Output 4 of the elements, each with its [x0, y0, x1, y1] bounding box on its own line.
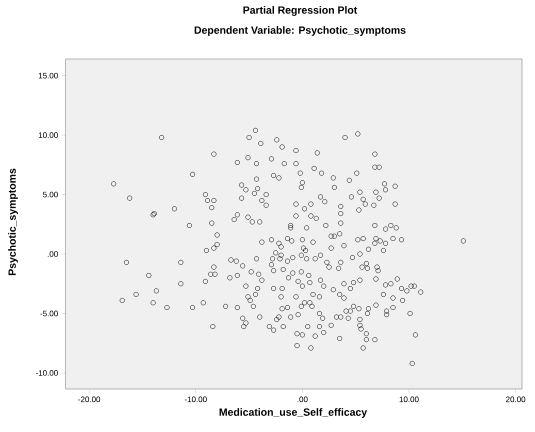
chart-title: Partial Regression Plot	[243, 6, 358, 16]
chart-subtitle: Dependent Variable: Psychotic_symptoms	[194, 26, 406, 36]
y-axis-title: Psychotic_symptoms	[8, 168, 18, 276]
x-axis-title: Medication_use_Self_efficacy	[220, 408, 368, 418]
